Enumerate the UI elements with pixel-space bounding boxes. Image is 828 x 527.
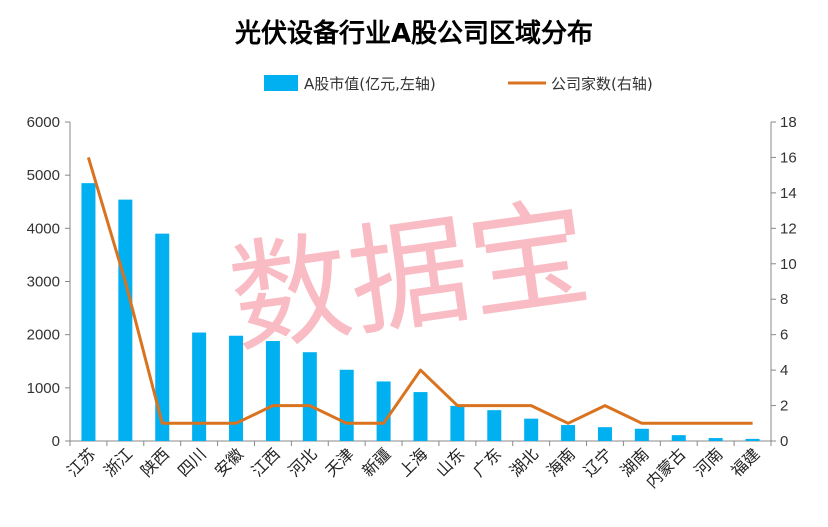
axes: 0 1000 2000 3000 4000 5000 6000 0 2 4 6 8 10 12 14 16 18 — [27, 114, 797, 450]
bar — [671, 435, 686, 441]
legend-line-label: 公司家数(右轴) — [551, 75, 653, 93]
y-right-tick-label: 2 — [780, 398, 788, 415]
y-right-tick-label: 0 — [780, 433, 788, 450]
x-tick-label: 内蒙古 — [642, 444, 689, 491]
bar — [339, 369, 354, 441]
bar — [155, 233, 170, 441]
legend-bar-swatch — [264, 75, 298, 91]
chart-title: 光伏设备行业A股公司区域分布 — [234, 18, 593, 49]
y-right-tick-label: 4 — [780, 362, 788, 379]
company-count-line — [86, 156, 753, 425]
x-tick-label: 海南 — [543, 444, 579, 480]
bar — [708, 438, 723, 441]
bar — [192, 332, 207, 441]
watermark-text: 数据宝 — [222, 184, 598, 372]
x-tick-label: 江西 — [248, 444, 284, 480]
y-left-tick-label: 6000 — [27, 114, 60, 131]
y-right-tick-label: 14 — [780, 185, 797, 202]
x-tick-label: 新疆 — [358, 444, 394, 480]
y-right-tick-label: 18 — [780, 114, 797, 131]
y-left-tick-label: 5000 — [27, 167, 60, 184]
y-right-tick-label: 12 — [780, 220, 797, 237]
y-left-tick-label: 3000 — [27, 274, 60, 291]
x-tick-label: 河北 — [285, 444, 321, 480]
bar — [413, 392, 428, 441]
bar — [229, 335, 244, 441]
bar — [302, 352, 317, 441]
bar — [265, 341, 280, 441]
bar — [745, 438, 760, 441]
y-left-tick-label: 0 — [52, 433, 60, 450]
y-right-tick-label: 16 — [780, 149, 797, 166]
bar — [561, 425, 576, 441]
bar — [450, 405, 465, 441]
x-tick-label: 湖北 — [506, 444, 542, 480]
x-tick-label: 浙江 — [100, 444, 136, 480]
x-tick-label: 河南 — [690, 444, 726, 480]
bar — [118, 199, 133, 441]
bar — [597, 427, 612, 441]
line-series — [86, 156, 753, 425]
legend-bar-label: A股市值(亿元,左轴) — [304, 75, 436, 93]
x-tick-label: 山东 — [432, 444, 468, 480]
bar — [81, 183, 96, 441]
x-tick-label: 上海 — [395, 444, 431, 480]
x-tick-label: 福建 — [727, 444, 763, 480]
y-left-tick-label: 2000 — [27, 327, 60, 344]
y-left-tick-label: 1000 — [27, 380, 60, 397]
y-right-tick-label: 10 — [780, 256, 797, 273]
bar — [524, 418, 539, 441]
x-tick-label: 四川 — [174, 444, 210, 480]
x-tick-label: 江苏 — [63, 444, 99, 480]
y-left-tick-label: 4000 — [27, 220, 60, 237]
y-right-tick-label: 8 — [780, 291, 788, 308]
x-tick-label: 天津 — [321, 444, 357, 480]
legend: A股市值(亿元,左轴) 公司家数(右轴) — [264, 75, 653, 93]
y-right-tick-label: 6 — [780, 327, 788, 344]
x-tick-label: 广东 — [469, 444, 505, 480]
bar — [634, 428, 649, 441]
bar — [376, 381, 391, 441]
x-tick-label: 陕西 — [137, 444, 173, 480]
x-tick-label: 安徽 — [211, 444, 247, 480]
x-tick-label: 辽宁 — [580, 444, 616, 480]
bar — [487, 410, 502, 441]
